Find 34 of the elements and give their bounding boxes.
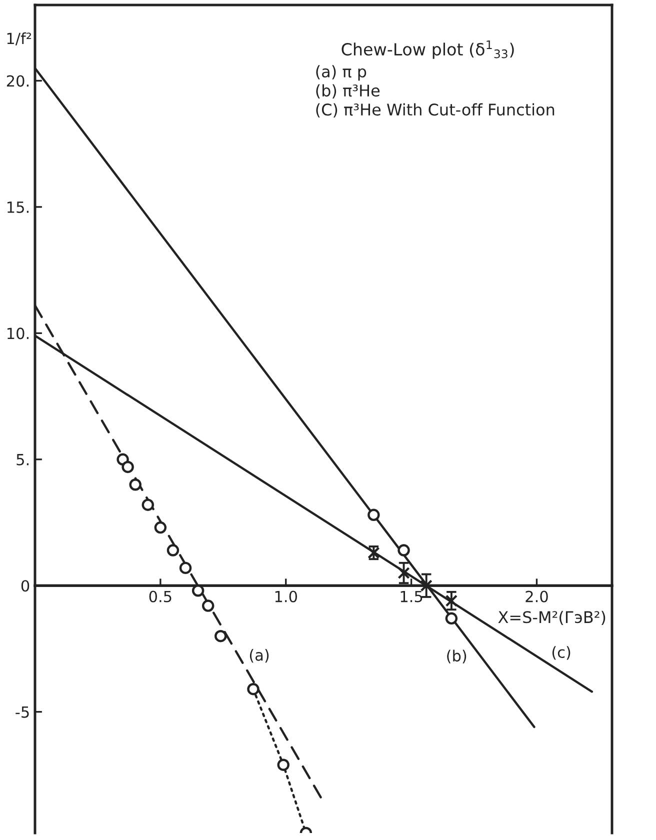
x-axis-title: X=S-M²(ГэВ²) <box>498 610 606 626</box>
point <box>142 498 154 511</box>
point <box>166 544 180 556</box>
point <box>179 562 192 574</box>
point <box>420 579 432 592</box>
point <box>247 682 260 696</box>
y-tick-label: 15. <box>8 202 28 213</box>
point <box>445 612 458 625</box>
series-label: (a) <box>250 649 269 663</box>
y-tick-label: 0 <box>21 580 30 592</box>
point <box>202 600 214 612</box>
annotation: (C) π³He With Cut-off Function <box>316 103 554 118</box>
point <box>277 758 290 771</box>
y-tick-label: 10. <box>8 328 28 340</box>
x-tick-label: 0.5 <box>149 590 172 602</box>
y-tick-label: 5. <box>16 454 28 466</box>
point <box>368 508 380 522</box>
point <box>214 630 227 642</box>
series-label: (c) <box>552 646 570 660</box>
point <box>122 460 134 474</box>
point <box>154 521 167 534</box>
point <box>129 478 142 491</box>
series-label: (b) <box>447 650 466 664</box>
y-tick-label: -5 <box>16 706 29 718</box>
point <box>398 544 410 556</box>
annotation: (b) π³He <box>316 84 380 98</box>
point <box>445 594 458 607</box>
y-axis-title: 1/f² <box>7 32 32 46</box>
text: Chew-Low plot (δ$^{1}$$_{33}$) <box>342 40 514 59</box>
y-tick-label: 20. <box>6 75 28 87</box>
x-tick-label: 1.5 <box>400 590 422 602</box>
x-tick-label: 2.0 <box>526 590 548 602</box>
annotation: (a) π p <box>316 65 366 81</box>
x-tick-label: 1.0 <box>275 590 298 602</box>
